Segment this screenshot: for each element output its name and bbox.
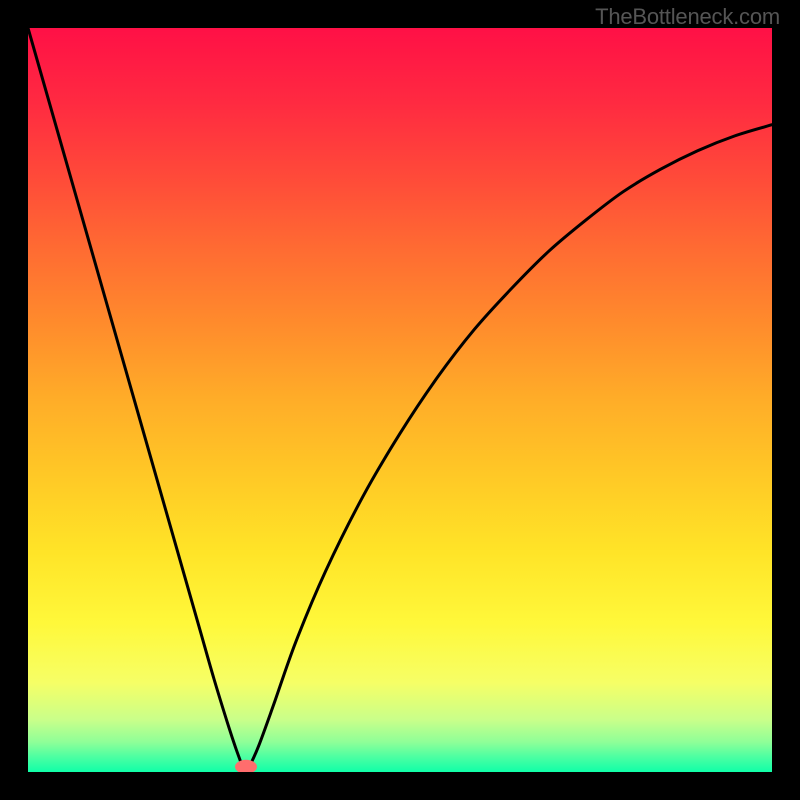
chart-container: TheBottleneck.com: [0, 0, 800, 800]
vertex-marker: [235, 760, 257, 774]
bottleneck-curve-chart: [0, 0, 800, 800]
watermark-text: TheBottleneck.com: [595, 4, 780, 30]
plot-background: [28, 28, 772, 772]
